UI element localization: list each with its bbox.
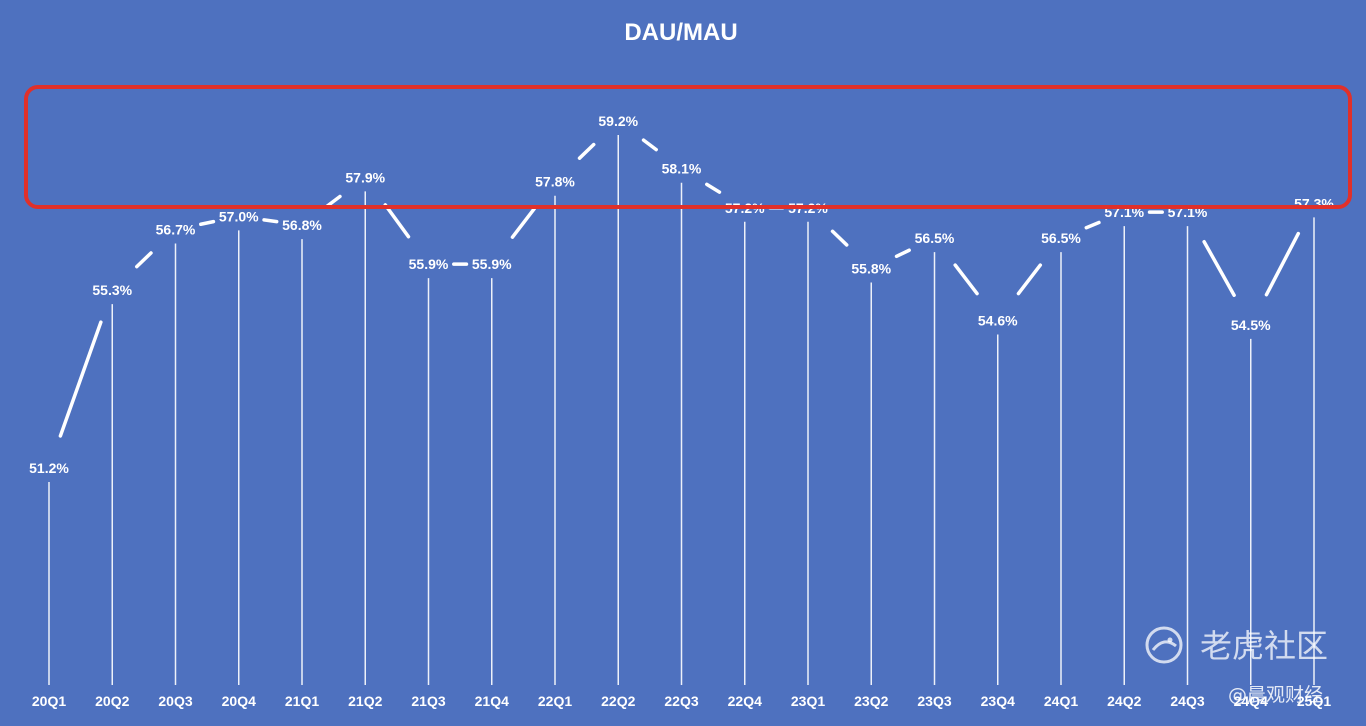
series-segment — [1264, 231, 1301, 297]
series-segment — [325, 194, 342, 208]
series-segment — [199, 219, 216, 226]
series-segment — [1084, 220, 1101, 230]
watermark-source: @晨观财经 — [1228, 684, 1323, 706]
data-label: 59.2% — [598, 113, 638, 129]
x-tick-label: 23Q3 — [917, 693, 951, 709]
watermark-community-text: 老虎社区 — [1200, 627, 1328, 665]
data-label: 55.9% — [409, 256, 449, 272]
highlight-box — [24, 85, 1352, 209]
series-segment — [135, 251, 153, 269]
data-label: 54.6% — [978, 313, 1018, 329]
series-segment — [705, 182, 722, 194]
data-label: 54.5% — [1231, 317, 1271, 333]
series-segment — [1202, 239, 1236, 297]
series-segment — [262, 218, 279, 224]
x-tick-label: 24Q3 — [1170, 693, 1204, 709]
series-segment — [953, 263, 979, 296]
x-tick-label: 21Q2 — [348, 693, 382, 709]
x-tick-label: 22Q1 — [538, 693, 572, 709]
data-label: 56.8% — [282, 217, 322, 233]
series-segment — [383, 203, 411, 239]
data-label: 51.2% — [29, 460, 69, 476]
x-tick-label: 24Q2 — [1107, 693, 1141, 709]
drop-lines — [48, 135, 1315, 685]
x-tick-label: 23Q1 — [791, 693, 825, 709]
data-label: 55.8% — [851, 260, 891, 276]
series-segment — [894, 248, 911, 259]
data-label: 58.1% — [662, 161, 702, 177]
data-label: 57.9% — [345, 169, 385, 185]
series-line — [58, 138, 1301, 438]
series-segment — [58, 320, 103, 438]
series-segment — [577, 142, 596, 160]
data-label: 57.3% — [1294, 195, 1334, 211]
series-segment — [641, 138, 658, 152]
x-axis-ticks: 20Q1 20Q2 20Q3 20Q4 21Q1 21Q2 21Q3 21Q4 22Q1 22Q2… — [32, 693, 1331, 709]
x-tick-label: 20Q4 — [222, 693, 256, 709]
watermark-community: 老虎社区 — [1145, 626, 1328, 665]
series-segment — [830, 229, 849, 247]
x-tick-label: 23Q4 — [981, 693, 1015, 709]
x-tick-label: 21Q3 — [411, 693, 445, 709]
x-tick-label: 20Q3 — [158, 693, 192, 709]
x-tick-label: 20Q2 — [95, 693, 129, 709]
data-label: 55.9% — [472, 256, 512, 272]
x-tick-label: 22Q2 — [601, 693, 635, 709]
chart-title: DAU/MAU — [624, 19, 737, 46]
series-segment — [1016, 263, 1043, 296]
data-label: 57.0% — [219, 208, 259, 224]
data-label: 56.7% — [156, 221, 196, 237]
x-tick-label: 24Q1 — [1044, 693, 1078, 709]
x-tick-label: 21Q1 — [285, 693, 319, 709]
series-segment — [510, 206, 537, 239]
data-labels: 51.2% 55.3% 56.7% 57.0% 56.8% 57.9% 55.9% 55.9%… — [29, 113, 1334, 476]
x-tick-label: 25Q1 — [1297, 693, 1331, 709]
data-label: 56.5% — [1041, 230, 1081, 246]
x-tick-label: 21Q4 — [475, 693, 509, 709]
data-label: 56.5% — [915, 230, 955, 246]
x-tick-label: 22Q4 — [728, 693, 762, 709]
data-label: 57.8% — [535, 174, 575, 190]
data-label: 55.3% — [92, 282, 132, 298]
x-tick-label: 23Q2 — [854, 693, 888, 709]
tiger-logo-icon — [1145, 626, 1183, 664]
x-tick-label: 22Q3 — [664, 693, 698, 709]
x-tick-label: 20Q1 — [32, 693, 66, 709]
x-tick-label: 24Q4 — [1234, 693, 1268, 709]
